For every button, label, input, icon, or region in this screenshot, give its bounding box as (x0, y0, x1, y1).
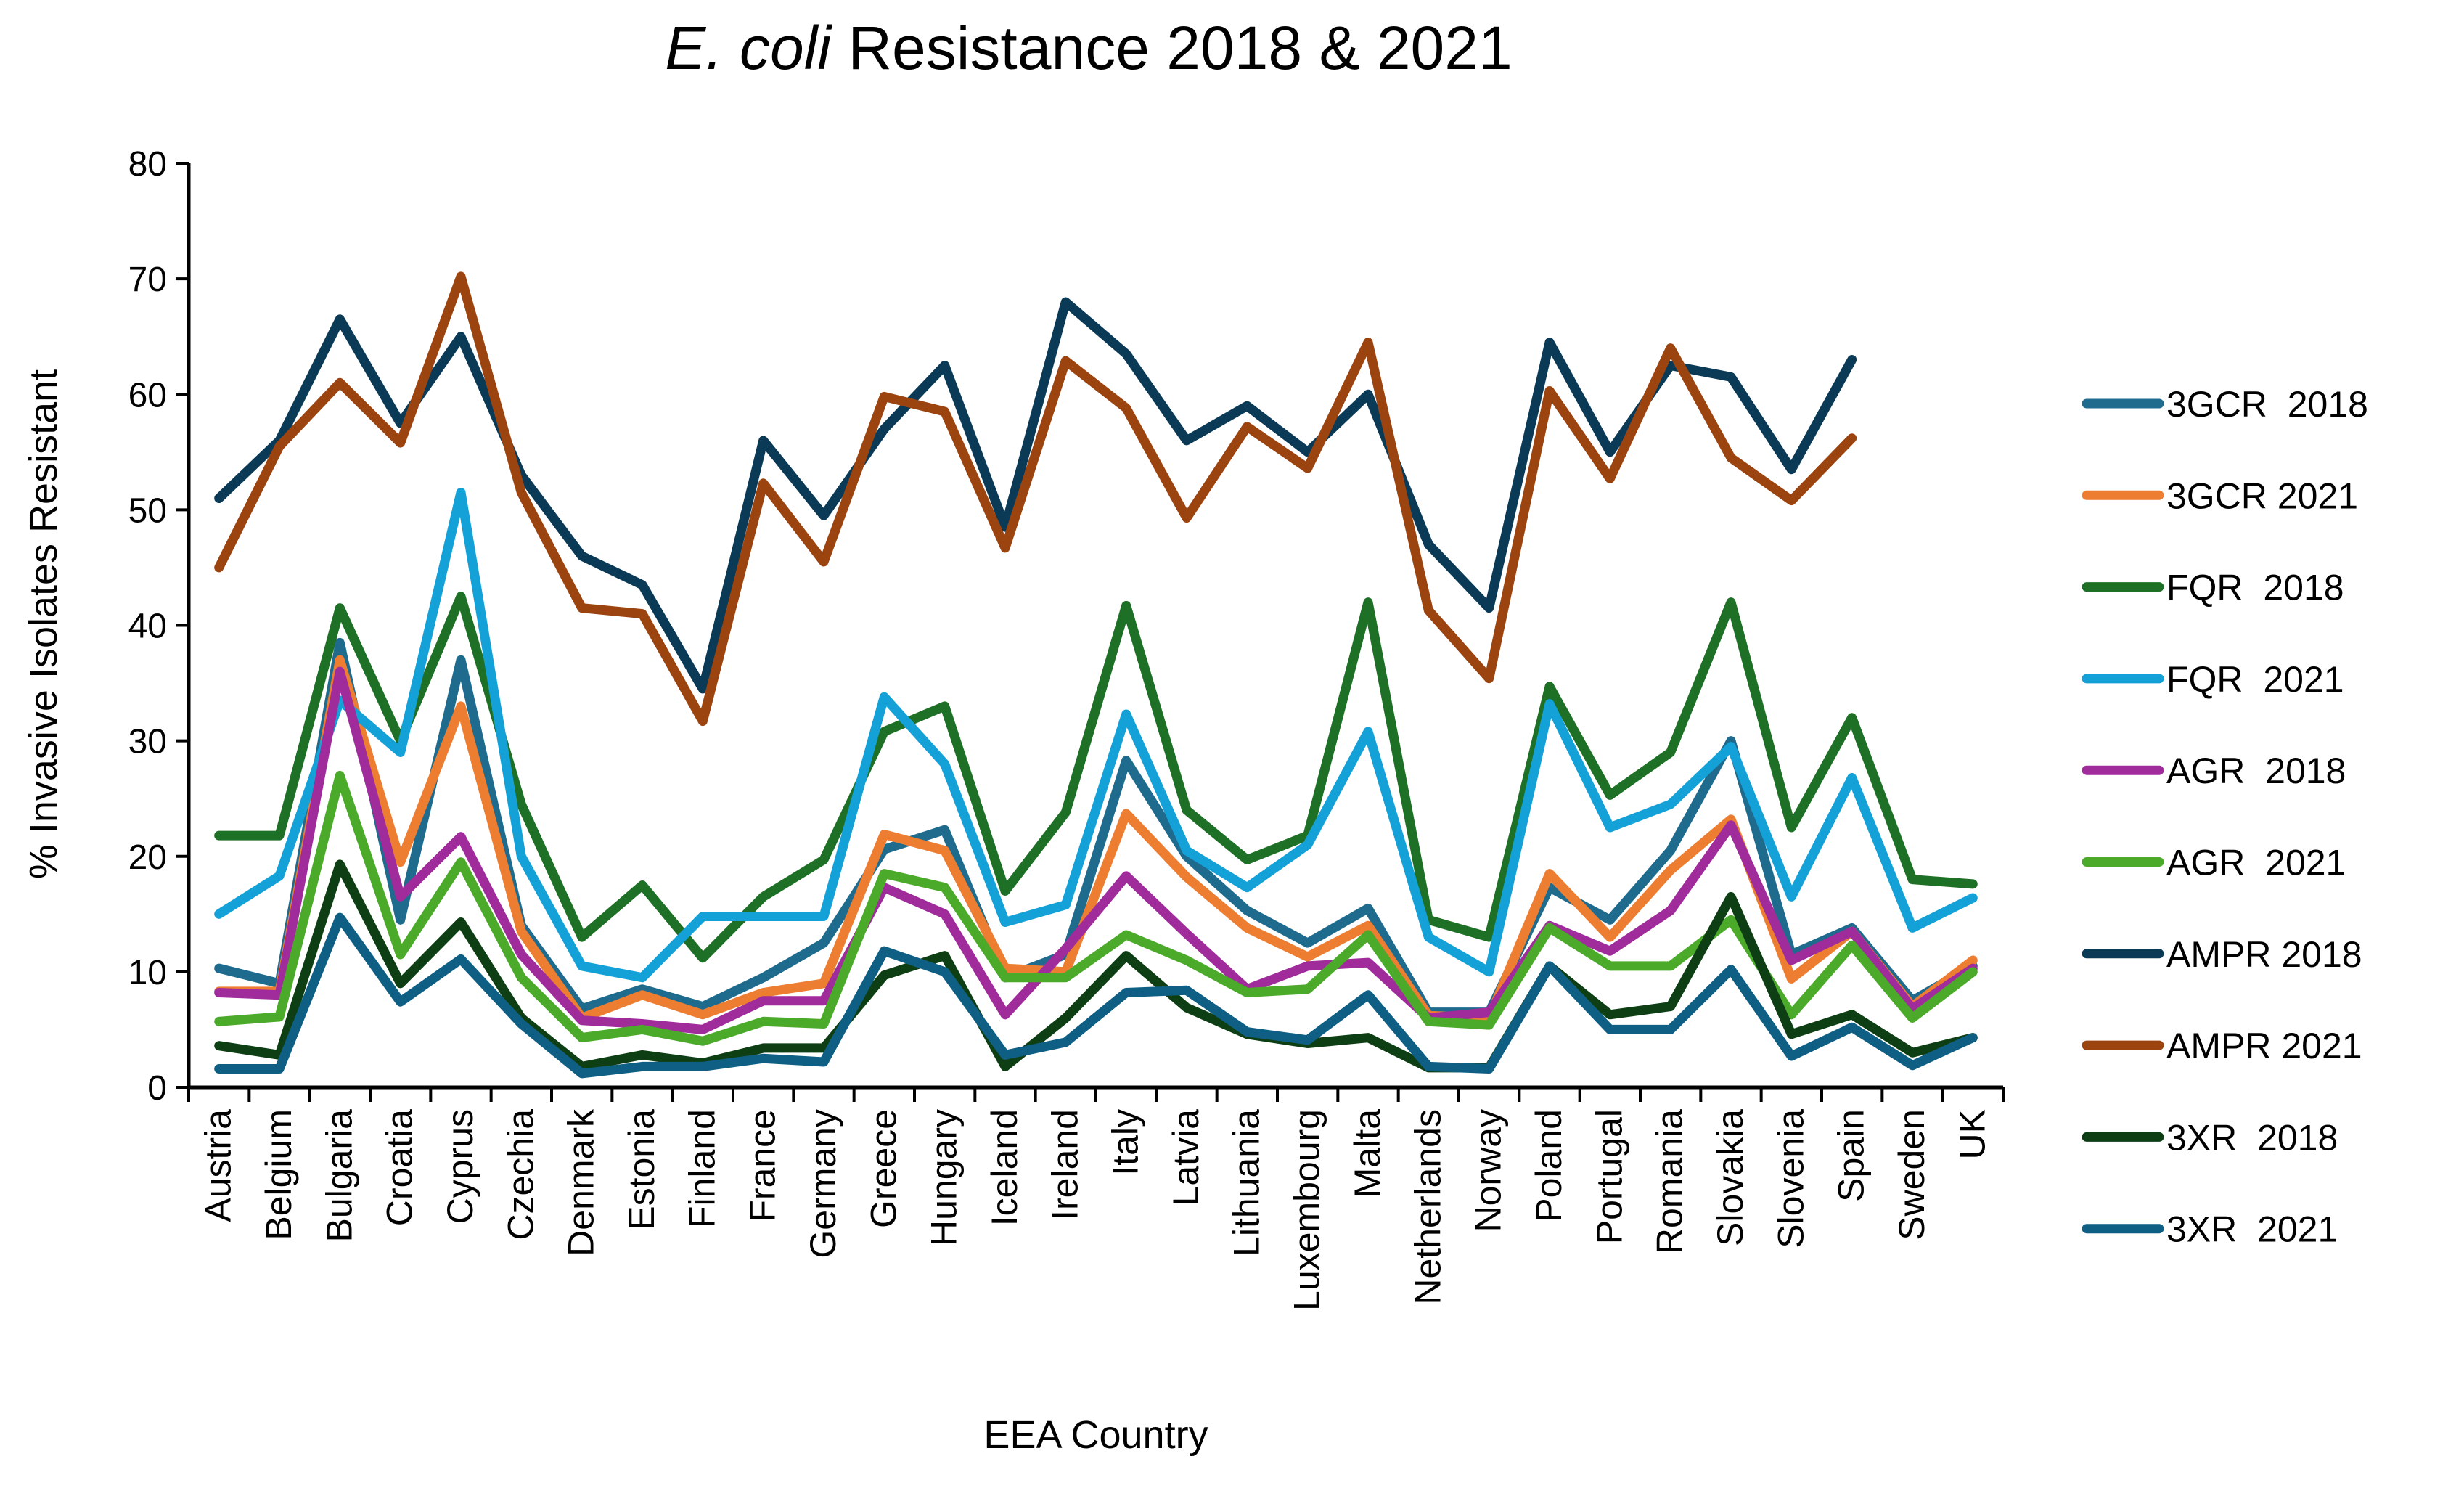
legend-label: AMPR 2021 (2166, 1026, 2362, 1066)
y-tick-label: 50 (128, 491, 167, 530)
x-tick-label: Luxembourg (1287, 1109, 1327, 1311)
legend-item: 3GCR 2021 (2082, 475, 2358, 516)
y-tick-label: 80 (128, 145, 167, 184)
legend: 3GCR 2018 3GCR 2021 FQR 2018 FQR 2021 AGR 20… (2082, 384, 2368, 1250)
x-tick-label: Hungary (924, 1109, 965, 1246)
legend-item: AMPR 2018 (2082, 934, 2362, 975)
y-tick-label: 0 (147, 1069, 167, 1108)
legend-label: 3GCR 2021 (2166, 475, 2358, 516)
legend-item: AMPR 2021 (2082, 1026, 2362, 1066)
legend-item: 3GCR 2018 (2082, 384, 2368, 425)
x-tick-label: Malta (1347, 1109, 1388, 1198)
legend-item: AGR 2021 (2082, 843, 2346, 883)
x-tick-label: Netherlands (1407, 1109, 1448, 1305)
x-tick-label: Spain (1831, 1109, 1872, 1202)
y-tick-label: 40 (128, 608, 167, 646)
series-line (214, 297, 1857, 694)
x-tick-label: Ireland (1044, 1109, 1085, 1220)
x-tick-label: UK (1952, 1109, 1992, 1159)
x-tick-label: Slovakia (1710, 1109, 1751, 1246)
legend-label: 3XR 2018 (2166, 1117, 2338, 1158)
series-line (214, 859, 1978, 1073)
x-tick-label: Sweden (1891, 1109, 1932, 1240)
x-tick-label: Iceland (984, 1109, 1025, 1226)
legend-label: FQR 2021 (2166, 659, 2344, 700)
x-tick-label: France (742, 1109, 783, 1222)
x-tick-label: Poland (1528, 1109, 1569, 1222)
legend-item: FQR 2018 (2082, 568, 2344, 608)
legend-item: 3XR 2018 (2082, 1117, 2338, 1158)
x-tick-label: Lithuania (1226, 1109, 1266, 1256)
legend-label: 3GCR 2018 (2166, 384, 2368, 425)
series-line (214, 912, 1978, 1079)
x-tick-label: Estonia (621, 1109, 662, 1230)
chart-title: E. coli Resistance 2018 & 2021 (665, 14, 1512, 82)
series-line (214, 488, 1978, 983)
x-tick-label: Greece (863, 1109, 904, 1228)
legend-label: FQR 2018 (2166, 568, 2344, 608)
x-tick-label: Cyprus (440, 1109, 480, 1224)
series-group (214, 271, 1978, 1079)
legend-label: AGR 2018 (2166, 751, 2346, 791)
legend-label: 3XR 2021 (2166, 1209, 2338, 1250)
series-line (214, 271, 1857, 727)
series-line (214, 770, 1978, 1046)
axes: 0 10 20 30 40 50 60 70 80 Austria Belgium Bulgaria C… (128, 145, 2005, 1311)
legend-label: AMPR 2018 (2166, 934, 2362, 975)
series-line (214, 666, 1978, 1034)
x-tick-label: Romania (1650, 1109, 1690, 1254)
x-tick-label: Bulgaria (319, 1109, 359, 1243)
x-axis-label: EEA Country (983, 1413, 1208, 1457)
y-tick-label: 20 (128, 838, 167, 877)
series-line (214, 655, 1978, 1023)
y-tick-label: 60 (128, 376, 167, 414)
legend-item: AGR 2018 (2082, 751, 2346, 791)
y-tick-label: 70 (128, 261, 167, 299)
chart-title-rest: Resistance 2018 & 2021 (831, 14, 1513, 82)
x-tick-label: Germany (803, 1109, 843, 1259)
x-tick-label: Slovenia (1770, 1109, 1811, 1248)
x-tick-label: Italy (1105, 1109, 1146, 1176)
y-tick-label: 10 (128, 954, 167, 992)
chart-title-italic: E. coli (665, 14, 832, 82)
legend-item: FQR 2021 (2082, 659, 2344, 700)
x-tick-label: Croatia (380, 1109, 420, 1226)
legend-item: 3XR 2021 (2082, 1209, 2338, 1250)
x-tick-label: Belgium (258, 1109, 299, 1240)
x-tick-label: Portugal (1589, 1109, 1629, 1244)
x-tick-label: Latvia (1166, 1109, 1206, 1206)
y-tick-label: 30 (128, 723, 167, 761)
x-tick-label: Norway (1468, 1109, 1509, 1232)
x-tick-label: Austria (198, 1109, 239, 1222)
x-tick-label: Denmark (561, 1108, 602, 1256)
legend-label: AGR 2021 (2166, 843, 2346, 883)
y-axis-label: % Invasive Isolates Resistant (22, 369, 65, 879)
x-tick-label: Finland (682, 1109, 722, 1228)
x-tick-label: Czechia (500, 1109, 541, 1240)
